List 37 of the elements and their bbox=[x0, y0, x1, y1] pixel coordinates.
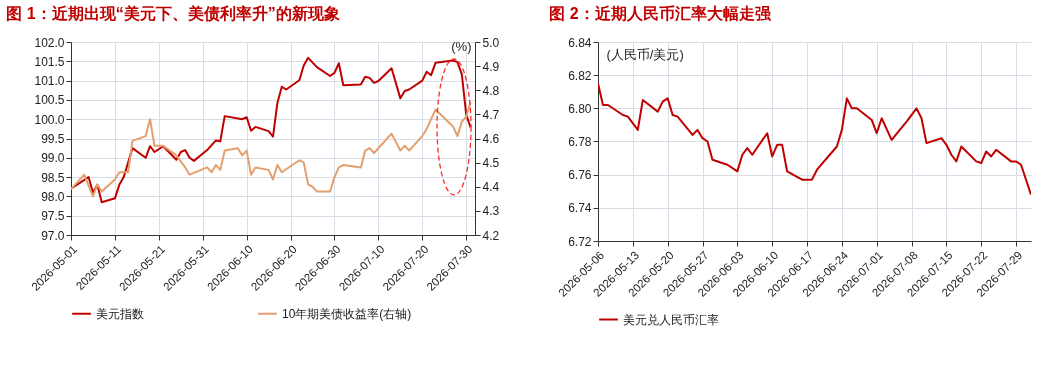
y2-tick-label: 5.0 bbox=[482, 35, 500, 50]
y-tick-label: 98.0 bbox=[41, 189, 65, 204]
y-tick-label: 6.78 bbox=[568, 135, 592, 149]
line-series bbox=[598, 82, 1031, 196]
y2-tick-label: 4.3 bbox=[482, 204, 500, 219]
y2-tick-label: 4.4 bbox=[482, 180, 500, 195]
chart-title: 图 2：近期人民币汇率大幅走强 bbox=[549, 4, 772, 22]
y-tick-label: 6.72 bbox=[568, 234, 592, 249]
y-tick-label: 97.0 bbox=[41, 228, 65, 243]
y-tick-label: 6.76 bbox=[568, 168, 592, 183]
chart-title: 图 1：近期出现“美元下、美债利率升”的新现象 bbox=[6, 4, 340, 22]
y2-tick-label: 4.6 bbox=[482, 132, 500, 146]
y2-tick-label: 4.2 bbox=[482, 228, 500, 243]
y-tick-label: 6.82 bbox=[568, 68, 592, 83]
y-tick-label: 6.80 bbox=[568, 101, 592, 116]
y-tick-label: 101.5 bbox=[34, 54, 65, 69]
y-tick-label: 101.0 bbox=[34, 74, 65, 89]
y-tick-label: 6.84 bbox=[568, 35, 592, 50]
y-tick-label: 97.5 bbox=[41, 209, 65, 224]
y2-tick-label: 4.8 bbox=[482, 83, 500, 98]
y-tick-label: 100.0 bbox=[34, 112, 65, 127]
y2-axis-title: (%) bbox=[451, 38, 472, 54]
y-tick-label: 6.74 bbox=[568, 201, 592, 216]
y-tick-label: 102.0 bbox=[34, 35, 65, 50]
y-tick-label: 100.5 bbox=[34, 93, 65, 108]
y-tick-label: 99.5 bbox=[41, 132, 65, 146]
y2-tick-label: 4.7 bbox=[482, 107, 500, 122]
legend-label: 美元指数 bbox=[96, 306, 144, 321]
legend-label: 美元兑人民币汇率 bbox=[623, 312, 719, 327]
line-series bbox=[71, 56, 472, 204]
y-tick-label: 98.5 bbox=[41, 170, 65, 185]
y2-tick-label: 4.5 bbox=[482, 156, 500, 171]
line-series bbox=[71, 101, 472, 198]
y2-tick-label: 4.9 bbox=[482, 59, 500, 74]
legend-label: 10年期美债收益率(右轴) bbox=[282, 306, 412, 321]
y-axis-title: (人民币/美元) bbox=[606, 46, 684, 62]
y-tick-label: 99.0 bbox=[41, 151, 65, 166]
